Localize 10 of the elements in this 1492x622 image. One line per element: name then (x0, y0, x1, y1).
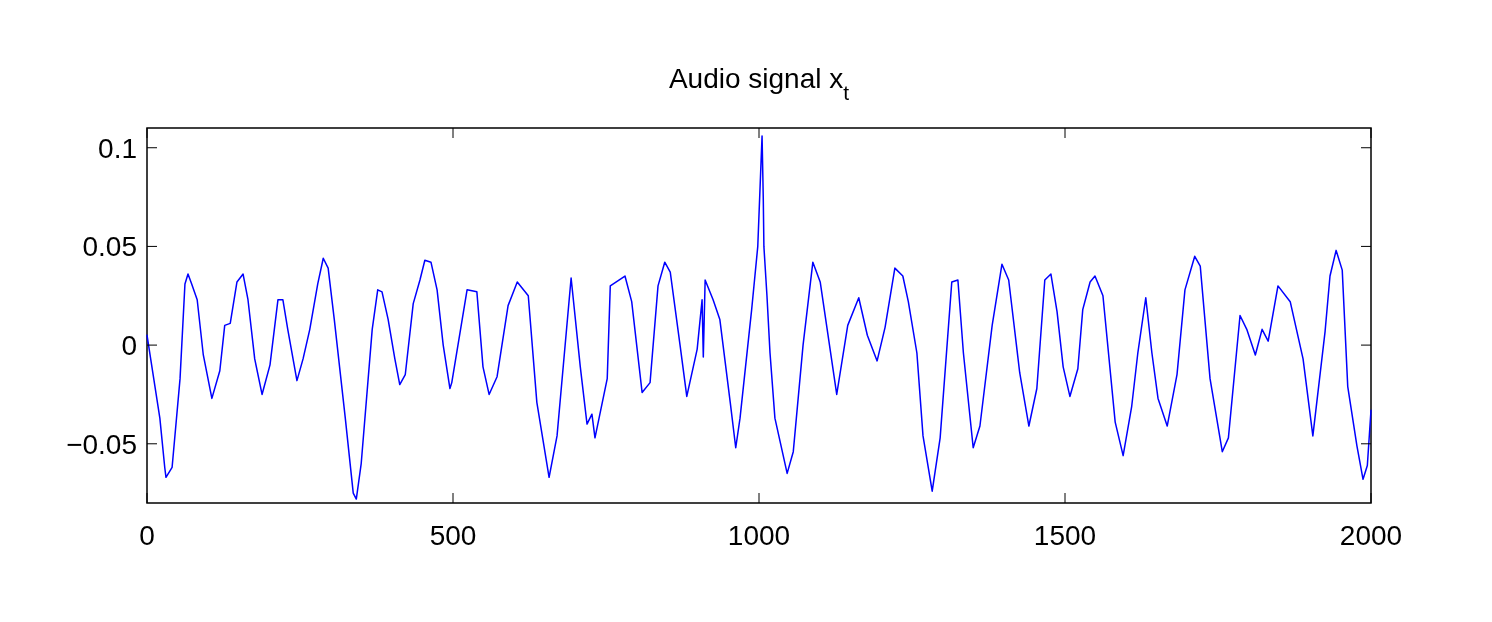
chart-title: Audio signal x$_{t}$ (668, 63, 850, 104)
x-tick-label: 1000 (727, 520, 791, 551)
y-tick-label: 0.1 (98, 132, 137, 164)
y-tick-label: 0 (121, 329, 137, 361)
x-tick-label: 500 (429, 520, 477, 551)
y-tick-label: −0.05 (66, 428, 137, 460)
line-series (146, 135, 1372, 500)
x-tick-label: 2000 (1339, 520, 1403, 551)
y-tick-label: 0.05 (82, 231, 137, 263)
x-tick-label: 1500 (1033, 520, 1097, 551)
